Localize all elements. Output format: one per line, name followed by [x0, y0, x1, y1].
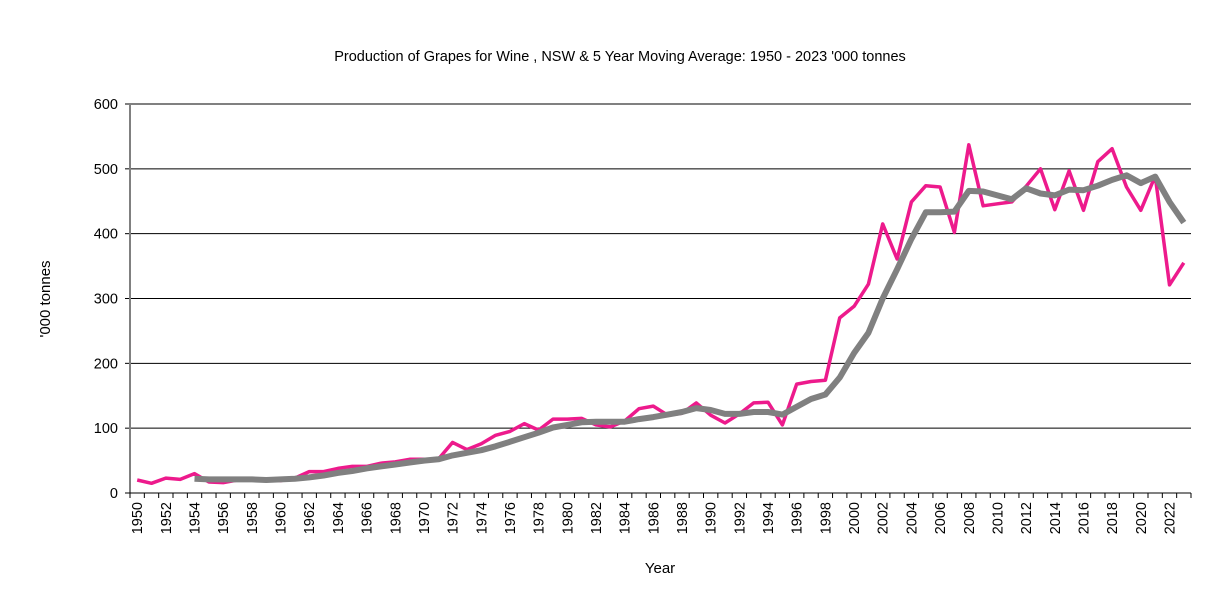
x-tick-label: 1980 [560, 502, 576, 534]
x-tick-label: 1976 [503, 502, 519, 534]
x-tick-label: 1958 [245, 502, 261, 534]
x-tick-label: 1964 [331, 502, 347, 534]
x-tick-label: 1962 [302, 502, 318, 534]
x-tick-label: 2002 [876, 502, 892, 534]
series-line-moving-average [194, 172, 1187, 483]
chart-title: Production of Grapes for Wine , NSW & 5 … [334, 49, 906, 65]
x-tick-label: 2004 [904, 502, 920, 534]
x-axis: 1950 1952 1954 1956 1958 1960 1962 1964 1966 1968… [125, 492, 1192, 534]
series-group [136, 143, 1187, 486]
series-line-production [136, 143, 1186, 486]
x-tick-label: 1950 [130, 502, 146, 534]
y-tick-label: 600 [94, 97, 118, 113]
x-tick-label: 2016 [1076, 502, 1092, 534]
x-tick-label: 2008 [962, 502, 978, 534]
y-axis-title: '000 tonnes [37, 260, 54, 337]
x-tick-label: 2006 [933, 502, 949, 534]
x-tick-label: 1990 [704, 502, 720, 534]
x-tick-label: 2022 [1162, 502, 1178, 534]
x-tick-label: 1996 [790, 502, 806, 534]
x-tick-label: 1984 [618, 502, 634, 534]
x-tick-label: 1974 [474, 502, 490, 534]
x-axis-title: Year [645, 560, 675, 577]
x-tick-label: 1966 [360, 502, 376, 534]
y-tick-label: 400 [94, 227, 118, 243]
x-tick-label: 2018 [1105, 502, 1121, 534]
x-tick-label: 1956 [216, 502, 232, 534]
y-tick-label: 100 [94, 421, 118, 437]
x-tick-label: 2020 [1134, 502, 1150, 534]
y-tick-label: 200 [94, 356, 118, 372]
y-tick-label: 0 [110, 486, 118, 502]
x-tick-label: 1978 [532, 502, 548, 534]
y-tick-label: 300 [94, 292, 118, 308]
y-tick-label: 500 [94, 162, 118, 178]
x-tick-label: 1992 [732, 502, 748, 534]
x-tick-label: 1972 [446, 502, 462, 534]
x-tick-label: 2012 [1019, 502, 1035, 534]
x-tick-label: 1994 [761, 502, 777, 534]
x-tick-label: 1954 [188, 502, 204, 534]
x-tick-label: 1986 [646, 502, 662, 534]
x-tick-label: 1998 [818, 502, 834, 534]
y-axis: 0 100 200 300 400 500 600 [94, 97, 131, 502]
x-tick-label: 2000 [847, 502, 863, 534]
x-tick-label: 1970 [417, 502, 433, 534]
x-tick-label: 2010 [990, 502, 1006, 534]
x-tick-label: 1968 [388, 502, 404, 534]
x-tick-label: 1988 [675, 502, 691, 534]
x-tick-label: 1982 [589, 502, 605, 534]
x-tick-label: 1960 [274, 502, 290, 534]
x-tick-label: 2014 [1048, 502, 1064, 534]
x-tick-label: 1952 [159, 502, 175, 534]
gridlines [130, 103, 1191, 429]
